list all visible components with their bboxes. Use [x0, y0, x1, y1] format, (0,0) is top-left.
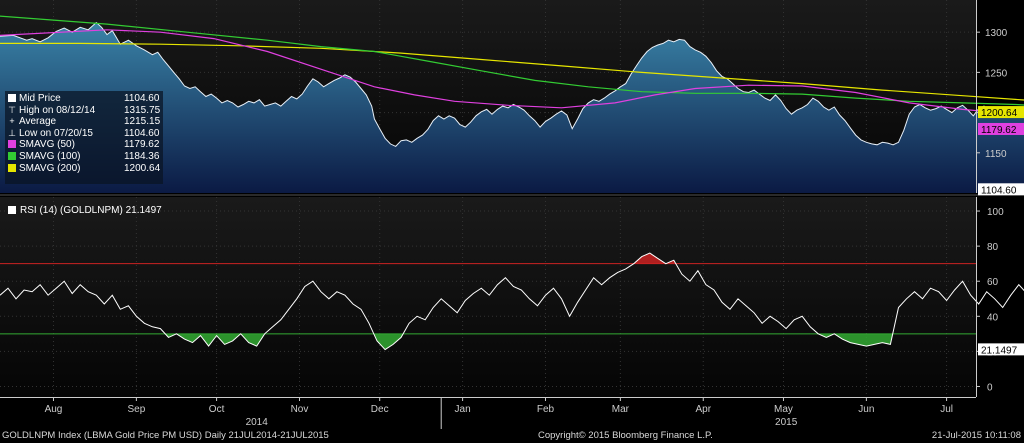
rsi-panel-bg — [0, 197, 976, 397]
legend-label: Low on 07/20/15 — [19, 127, 93, 139]
price-area — [0, 22, 1024, 193]
legend-value: 1184.36 — [124, 150, 160, 162]
axis-labels: 1300125012001150100806040200AugSepOctNov… — [45, 28, 1024, 428]
rsi-legend-label: RSI (14) (GOLDLNPM) 21.1497 — [20, 205, 162, 216]
legend-row: ⊥ Low on 07/20/15 1104.60 — [8, 128, 163, 140]
legend-marker: ⊥ — [8, 127, 16, 138]
price-legend: Mid Price 1104.60 ⊤ High on 08/12/14 1315.75… — [5, 91, 163, 184]
rsi-overbought-fill — [633, 253, 666, 264]
legend-swatch — [8, 151, 16, 160]
price-value-tag: 1104.60 — [981, 185, 1017, 196]
legend-row: SMAVG (50) 1179.62 — [8, 139, 163, 151]
rsi-value-tag: 21.1497 — [981, 345, 1018, 356]
rsi-oversold-fill — [176, 333, 241, 347]
month-label: Sep — [127, 404, 145, 415]
price-value-tag-bg — [978, 106, 1024, 119]
legend-label: High on 08/12/14 — [19, 104, 96, 116]
month-label: Mar — [612, 404, 630, 415]
legend-value: 1215.15 — [124, 116, 161, 128]
legend-row: SMAVG (200) 1200.64 — [8, 163, 163, 175]
legend-label: Mid Price — [19, 93, 61, 104]
month-label: Oct — [209, 404, 225, 415]
sma200-line — [0, 42, 1024, 101]
month-label: Dec — [371, 404, 389, 415]
legend-row: Mid Price 1104.60 — [8, 93, 163, 105]
month-label: Nov — [291, 404, 309, 415]
year-label: 2015 — [775, 417, 798, 428]
legend-label: SMAVG (50) — [19, 139, 75, 151]
month-label: Jul — [940, 404, 953, 415]
legend-swatch — [8, 163, 16, 172]
price-tick-label: 1300 — [985, 28, 1008, 39]
legend-value: 1104.60 — [124, 127, 160, 139]
rsi-fills — [165, 253, 893, 350]
legend-row: SMAVG (100) 1184.36 — [8, 151, 163, 163]
rsi-value-tag-bg — [978, 343, 1024, 356]
legend-label: SMAVG (200) — [19, 162, 81, 174]
legend-marker: + — [9, 116, 15, 127]
rsi-oversold-fill — [818, 333, 835, 338]
rsi-tick-label: 40 — [987, 312, 999, 323]
legend-label: SMAVG (100) — [19, 150, 81, 162]
legend-value: 1179.62 — [124, 139, 160, 151]
footer-left: GOLDLNPM Index (LBMA Gold Price PM USD) … — [2, 430, 329, 441]
month-label: Feb — [537, 404, 555, 415]
price-line — [0, 21, 1024, 148]
legend-row: + Average 1215.15 — [8, 116, 163, 128]
sma50-line — [0, 29, 1024, 116]
month-label: Aug — [45, 404, 63, 415]
axes — [0, 0, 1024, 429]
rsi-tick-label: 60 — [987, 277, 999, 288]
legend-label: Average — [19, 116, 57, 128]
price-value-tag: 1200.64 — [981, 108, 1018, 119]
rsi-legend-swatch — [8, 206, 16, 214]
rsi-legend: RSI (14) (GOLDLNPM) 21.1497 — [8, 205, 162, 216]
legend-swatch — [8, 140, 16, 149]
month-label: May — [774, 404, 793, 415]
month-label: Jun — [858, 404, 874, 415]
legend-swatch — [8, 94, 16, 102]
price-tick-label: 1250 — [985, 68, 1008, 79]
rsi-tick-label: 100 — [987, 207, 1004, 218]
year-label: 2014 — [246, 417, 269, 428]
rsi-oversold-fill — [834, 333, 893, 347]
rsi-line — [0, 252, 1024, 351]
legend-row: ⊤ High on 08/12/14 1315.75 — [8, 105, 163, 117]
legend-value: 1104.60 — [124, 93, 160, 104]
legend-value: 1315.75 — [124, 104, 161, 116]
price-value-tag-bg — [978, 183, 1024, 196]
footer-copyright: Copyright© 2015 Bloomberg Finance L.P. — [538, 430, 713, 441]
rsi-tick-label: 0 — [987, 382, 993, 393]
footer-timestamp: 21-Jul-2015 10:11:08 — [931, 430, 1021, 441]
month-label: Apr — [695, 404, 711, 415]
rsi-oversold-fill — [373, 333, 404, 350]
legend-value: 1200.64 — [124, 162, 161, 174]
rsi-tick-label: 80 — [987, 242, 999, 253]
price-value-tag: 1179.62 — [981, 125, 1017, 136]
month-label: Jan — [455, 404, 471, 415]
price-value-tag-bg — [978, 122, 1024, 135]
legend-marker: ⊤ — [8, 104, 16, 115]
price-tick-label: 1150 — [985, 149, 1007, 160]
